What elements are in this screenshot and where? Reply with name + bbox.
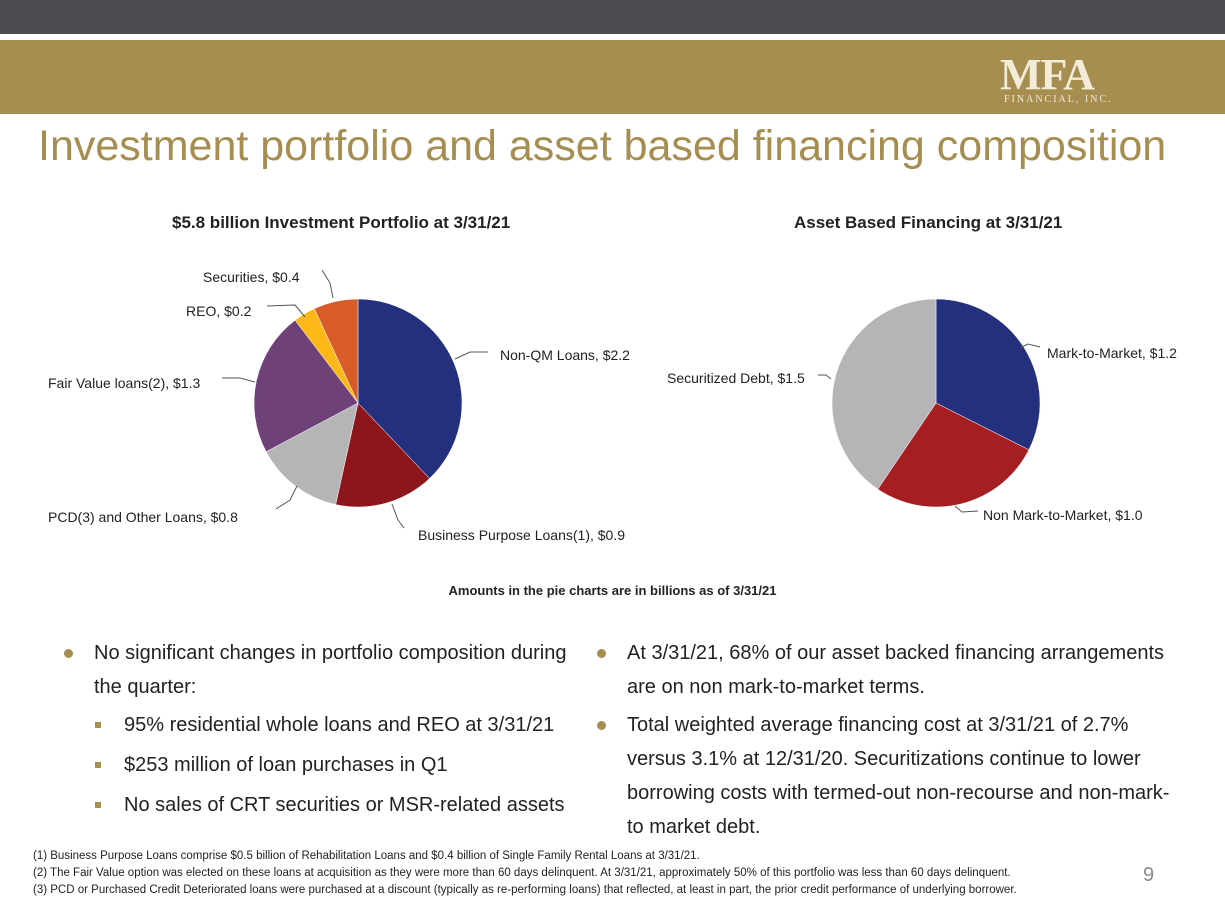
square-bullet-icon <box>95 722 101 728</box>
right-bullet-list: At 3/31/21, 68% of our asset backed fina… <box>593 636 1183 848</box>
bullet-portfolio-composition: No significant changes in portfolio comp… <box>60 636 580 704</box>
pie-slice-securities <box>314 298 359 404</box>
footnote-3: (3) PCD or Purchased Credit Deteriorated… <box>33 884 1017 896</box>
bullet-text: No significant changes in portfolio comp… <box>94 642 567 698</box>
square-bullet-icon <box>95 762 101 768</box>
sub-bullet-text: $253 million of loan purchases in Q1 <box>124 754 448 776</box>
slice-label-fair-value-loans-2: Fair Value loans(2), $1.3 <box>48 375 200 391</box>
footnote-2: (2) The Fair Value option was elected on… <box>33 867 1011 879</box>
sub-bullet-text: 95% residential whole loans and REO at 3… <box>124 714 555 736</box>
pie-slice-pcd-3-and-other-loans <box>265 402 359 505</box>
bullet-financing-cost: Total weighted average financing cost at… <box>593 708 1183 844</box>
bullet-text: At 3/31/21, 68% of our asset backed fina… <box>627 642 1165 698</box>
footnote-1: (1) Business Purpose Loans comprise $0.5… <box>33 850 700 862</box>
slice-label-pcd-3-and-other-loans: PCD(3) and Other Loans, $0.8 <box>48 509 238 525</box>
square-bullet-icon <box>95 802 101 808</box>
slice-label-securitized-debt: Securitized Debt, $1.5 <box>667 370 805 386</box>
pie-slice-business-purpose-loans-1 <box>335 402 430 508</box>
header-band <box>0 40 1225 114</box>
sub-bullet-loan-purchases: $253 million of loan purchases in Q1 <box>60 748 580 782</box>
bullet-dot-icon <box>597 649 606 658</box>
pie-slice-securitized-debt <box>831 298 937 490</box>
page-title: Investment portfolio and asset based fin… <box>38 122 1167 170</box>
bullet-text: Total weighted average financing cost at… <box>627 714 1170 838</box>
slice-label-non-mark-to-market: Non Mark-to-Market, $1.0 <box>983 507 1143 523</box>
financing-chart-title: Asset Based Financing at 3/31/21 <box>794 213 1063 232</box>
page-number: 9 <box>1143 864 1155 886</box>
slice-label-securities: Securities, $0.4 <box>203 269 300 285</box>
leader-line-mark-to-market <box>1019 343 1041 349</box>
portfolio-chart-title: $5.8 billion Investment Portfolio at 3/3… <box>172 213 511 232</box>
chart-note: Amounts in the pie charts are in billion… <box>448 583 777 598</box>
slice-label-business-purpose-loans-1: Business Purpose Loans(1), $0.9 <box>418 527 625 543</box>
top-bar <box>0 0 1225 34</box>
leader-line-pcd-3-and-other-loans <box>275 485 298 510</box>
sub-bullet-no-sales: No sales of CRT securities or MSR-relate… <box>60 788 580 822</box>
bullet-financing-terms: At 3/31/21, 68% of our asset backed fina… <box>593 636 1183 704</box>
slice-label-mark-to-market: Mark-to-Market, $1.2 <box>1047 345 1177 361</box>
slice-label-non-qm-loans: Non-QM Loans, $2.2 <box>500 347 630 363</box>
leader-line-securities <box>321 269 334 299</box>
logo-subtitle: FINANCIAL, INC. <box>1004 94 1113 105</box>
leader-line-business-purpose-loans-1 <box>391 503 405 529</box>
leader-line-fair-value-loans-2 <box>222 377 256 383</box>
leader-line-reo <box>266 304 306 318</box>
pie-slice-non-mark-to-market <box>877 402 1030 508</box>
leader-line-securitized-debt <box>818 374 832 380</box>
leader-line-non-qm-loans <box>454 351 488 360</box>
pie-slice-fair-value-loans-2 <box>253 319 359 453</box>
pie-slice-non-qm-loans <box>357 298 463 479</box>
pie-slice-mark-to-market <box>935 298 1041 451</box>
leader-line-non-mark-to-market <box>954 505 979 513</box>
mfa-logo: MFA FINANCIAL, INC. <box>990 50 1130 110</box>
slice-label-reo: REO, $0.2 <box>186 303 252 319</box>
bullet-dot-icon <box>597 721 606 730</box>
sub-bullet-residential-loans: 95% residential whole loans and REO at 3… <box>60 708 580 742</box>
logo-wordmark: MFA <box>1000 50 1095 99</box>
sub-bullet-text: No sales of CRT securities or MSR-relate… <box>124 794 565 816</box>
bullet-dot-icon <box>64 649 73 658</box>
left-bullet-list: No significant changes in portfolio comp… <box>60 636 580 828</box>
footnotes: (1) Business Purpose Loans comprise $0.5… <box>33 848 1017 899</box>
